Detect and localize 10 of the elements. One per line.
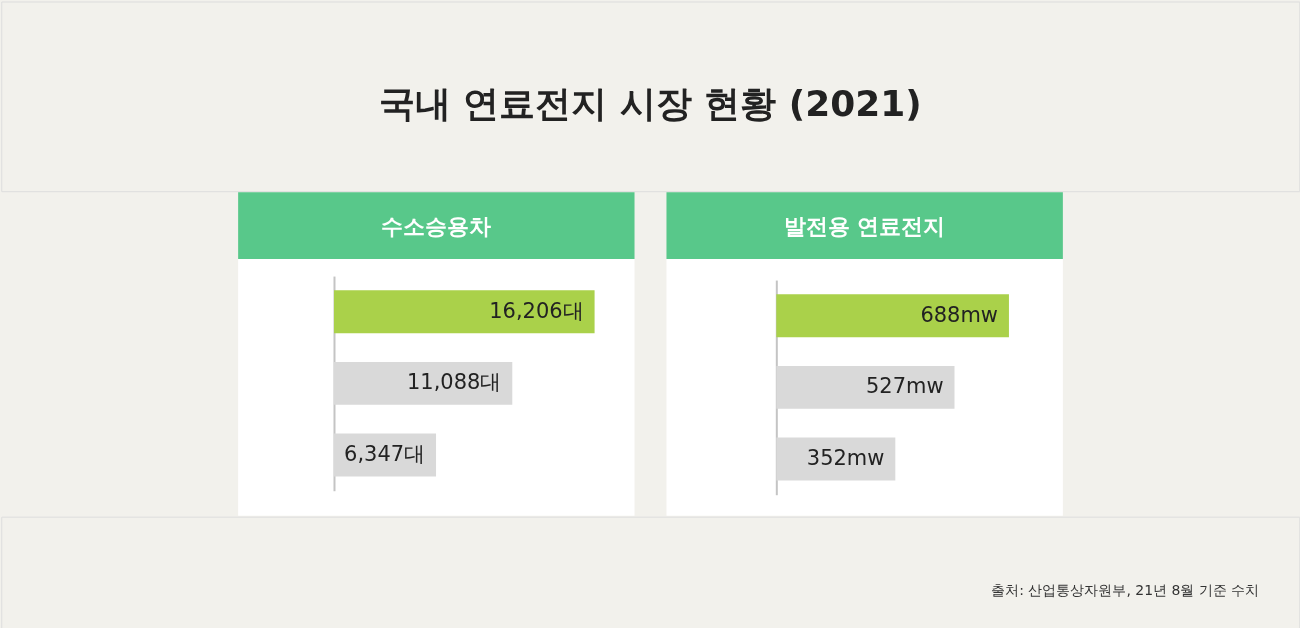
data-label: 352mw bbox=[806, 445, 885, 470]
data-label: 6,347대 bbox=[344, 441, 426, 466]
chart-title: 수소승용차 bbox=[381, 213, 492, 239]
chart-title: 발전용 연료전지 bbox=[783, 213, 946, 239]
data-label: 527mw bbox=[865, 374, 944, 399]
data-label: 688mw bbox=[920, 302, 998, 327]
data-label: 16,206대 bbox=[489, 298, 584, 323]
text: 국내 연료전지 시장 현황 (2021) bbox=[378, 83, 922, 125]
data-label: 11,088대 bbox=[406, 370, 502, 395]
source-note: 출처: 산업통상자원부, 21년 8월 기준 수치 bbox=[991, 581, 1260, 598]
